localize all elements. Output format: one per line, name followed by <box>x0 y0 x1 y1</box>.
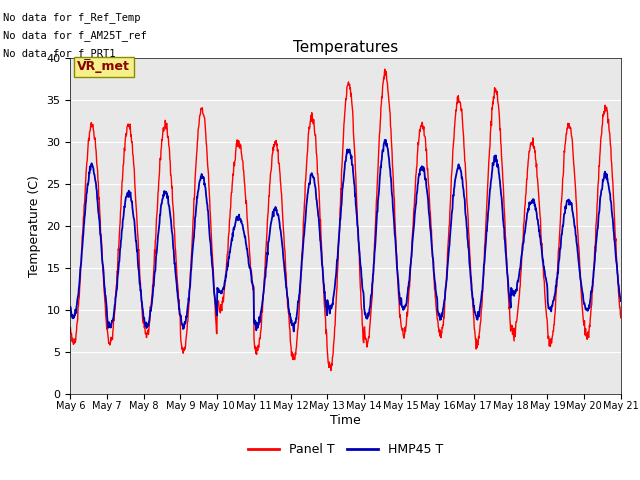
X-axis label: Time: Time <box>330 414 361 427</box>
Text: No data for f_PRT1: No data for f_PRT1 <box>3 48 116 60</box>
Text: No data for f_Ref_Temp: No data for f_Ref_Temp <box>3 12 141 23</box>
Panel T <box>617 315 625 321</box>
HMP45 T <box>504 272 511 278</box>
Panel T <box>175 312 183 318</box>
Panel T <box>381 66 388 72</box>
Panel T <box>552 289 560 295</box>
Line: Panel T: Panel T <box>70 69 621 371</box>
Panel T <box>250 341 258 347</box>
HMP45 T <box>432 287 440 293</box>
Panel T <box>189 225 196 230</box>
Panel T <box>504 276 511 281</box>
HMP45 T <box>617 298 625 304</box>
HMP45 T <box>552 284 560 290</box>
Legend: Panel T, HMP45 T: Panel T, HMP45 T <box>243 438 449 461</box>
HMP45 T <box>189 244 196 250</box>
Panel T <box>432 297 440 302</box>
HMP45 T <box>175 306 183 312</box>
Panel T <box>327 368 335 373</box>
Text: VR_met: VR_met <box>77 60 130 73</box>
Title: Temperatures: Temperatures <box>293 40 398 55</box>
Y-axis label: Temperature (C): Temperature (C) <box>28 175 41 276</box>
HMP45 T <box>381 137 388 143</box>
Panel T <box>67 324 74 330</box>
HMP45 T <box>250 317 258 323</box>
Line: HMP45 T: HMP45 T <box>70 140 621 332</box>
Text: No data for f_AM25T_ref: No data for f_AM25T_ref <box>3 30 147 41</box>
HMP45 T <box>67 304 74 310</box>
HMP45 T <box>290 329 298 335</box>
